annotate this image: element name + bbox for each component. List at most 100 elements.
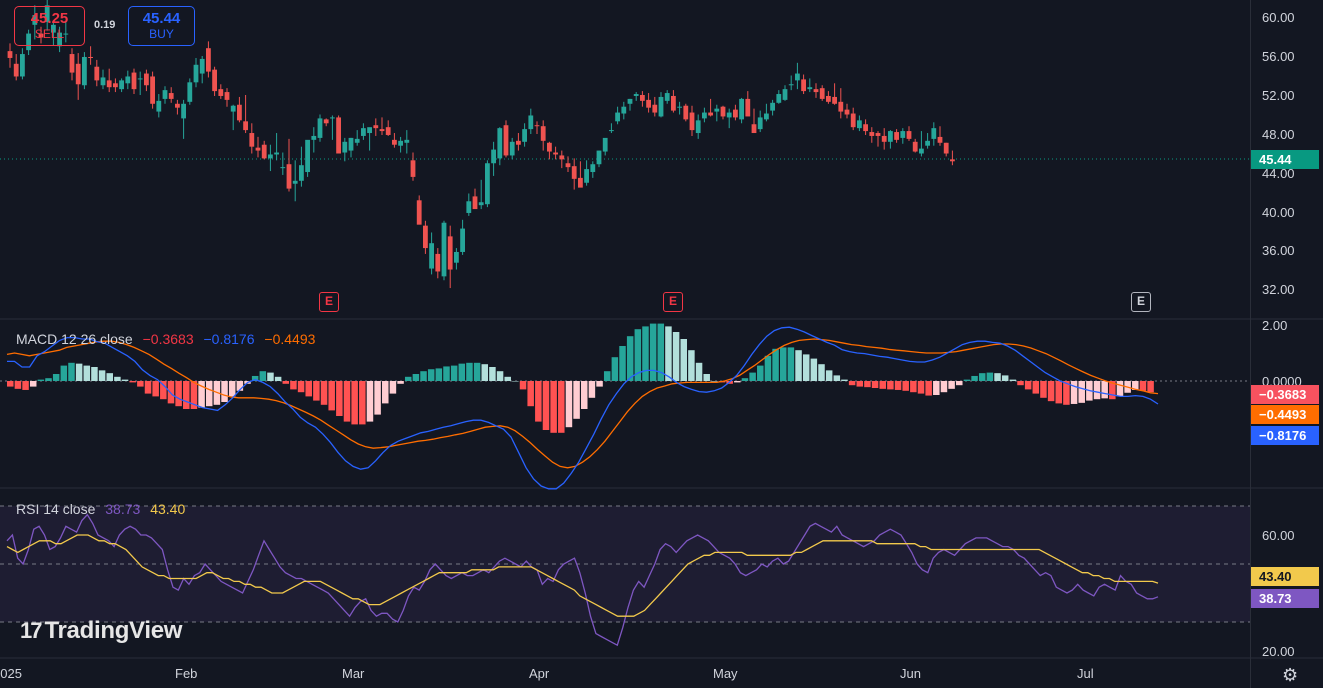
candle-body [943,142,949,154]
macd-histogram-bar [672,332,680,381]
candle-body [534,125,540,127]
macd-histogram-bar [45,378,52,381]
macd-histogram-bar [114,376,121,381]
macd-histogram-bar [144,381,152,394]
macd-histogram-bar [121,379,129,381]
candle-body [361,128,366,136]
price-tick: 36.00 [1262,243,1295,258]
rsi-legend[interactable]: RSI 14 close 38.73 43.40 [16,501,191,517]
macd-histogram-bar [1017,381,1024,386]
macd-histogram-bar [129,381,136,383]
buy-button[interactable]: 45.44 BUY [128,6,195,46]
candle-body [931,128,937,139]
candle-body [187,82,193,102]
macd-histogram-bar [764,355,772,381]
earnings-marker[interactable]: E [1131,292,1151,312]
candle-body [559,155,565,160]
rsi-tick: 20.00 [1262,644,1295,659]
macd-hist-tag: −0.3683 [1251,385,1319,404]
macd-histogram-bar [542,381,550,430]
macd-histogram-bar [902,381,909,391]
candle-body [838,101,844,112]
macd-histogram-bar [1024,381,1032,390]
candle-body [646,99,651,108]
candle-body [689,112,695,131]
candle-body [237,104,242,121]
macd-histogram-bar [596,381,603,387]
candle-body [280,167,286,169]
candle-body [714,108,720,112]
candle-body [460,228,465,252]
candle-body [7,51,13,58]
rsi-ma-value: 43.40 [150,501,186,517]
macd-histogram-bar [420,371,427,381]
tradingview-logo[interactable]: 17 TradingView [20,617,182,645]
macd-histogram-bar [313,381,320,401]
candle-body [336,117,341,154]
candle-body [385,127,391,135]
candle-body [801,79,806,92]
candle-body [261,144,267,159]
earnings-marker[interactable]: E [319,292,339,312]
candle-body [20,54,25,77]
macd-histogram-bar [734,381,741,383]
candle-body [702,112,707,119]
macd-histogram-bar [1070,381,1078,404]
candle-body [503,125,509,156]
macd-histogram-bar [649,323,657,381]
candle-body [888,131,893,142]
macd-legend[interactable]: MACD 12 26 close −0.3683 −0.8176 −0.4493 [16,331,321,347]
macd-histogram-bar [198,381,205,408]
candle-body [540,126,546,141]
macd-histogram-bar [695,362,703,381]
macd-histogram-bar [91,367,98,381]
candle-body [224,92,230,100]
candle-body [435,253,441,272]
rsi-value: 38.73 [105,501,141,517]
sell-button[interactable]: 45.25 SELL [14,6,85,46]
candle-body [640,95,645,101]
rsi-tick: 60.00 [1262,528,1295,543]
macd-histogram-bar [1063,381,1070,405]
price-tick: 48.00 [1262,127,1295,142]
candle-body [13,63,19,77]
macd-histogram-bar [825,370,833,381]
macd-histogram-bar [864,381,871,388]
macd-histogram-bar [37,379,45,381]
macd-histogram-bar [802,354,810,381]
candle-body [243,121,248,131]
macd-histogram-bar [558,381,565,433]
macd-histogram-bar [183,381,190,409]
rsi-ma-line [6,534,1159,617]
candle-body [850,113,856,128]
candle-body [726,112,732,118]
candle-body [379,129,385,132]
candle-body [106,80,112,88]
candle-body [249,133,255,147]
macd-histogram-bar [282,381,290,384]
candle-body [658,96,664,117]
candle-body [206,48,211,72]
macd-histogram-bar [481,364,489,381]
earnings-marker[interactable]: E [663,292,683,312]
macd-histogram-bar [221,381,228,402]
spread-value: 0.19 [94,19,116,31]
candle-body [857,120,862,129]
candle-body [950,159,955,162]
candle-body [807,87,813,90]
candle-body [454,251,459,263]
macd-histogram-bar [910,381,917,393]
candle-body [44,5,50,22]
candle-body [342,141,348,153]
macd-histogram-bar [588,381,596,398]
candle-body [274,152,279,155]
candle-body [733,109,738,118]
macd-histogram-bar [473,362,481,381]
macd-histogram-bar [879,381,886,389]
candle-body [485,163,490,205]
settings-gear-icon[interactable]: ⚙ [1282,665,1299,685]
macd-histogram-bar [450,365,458,381]
candle-body [925,140,930,146]
candle-body [100,77,106,86]
